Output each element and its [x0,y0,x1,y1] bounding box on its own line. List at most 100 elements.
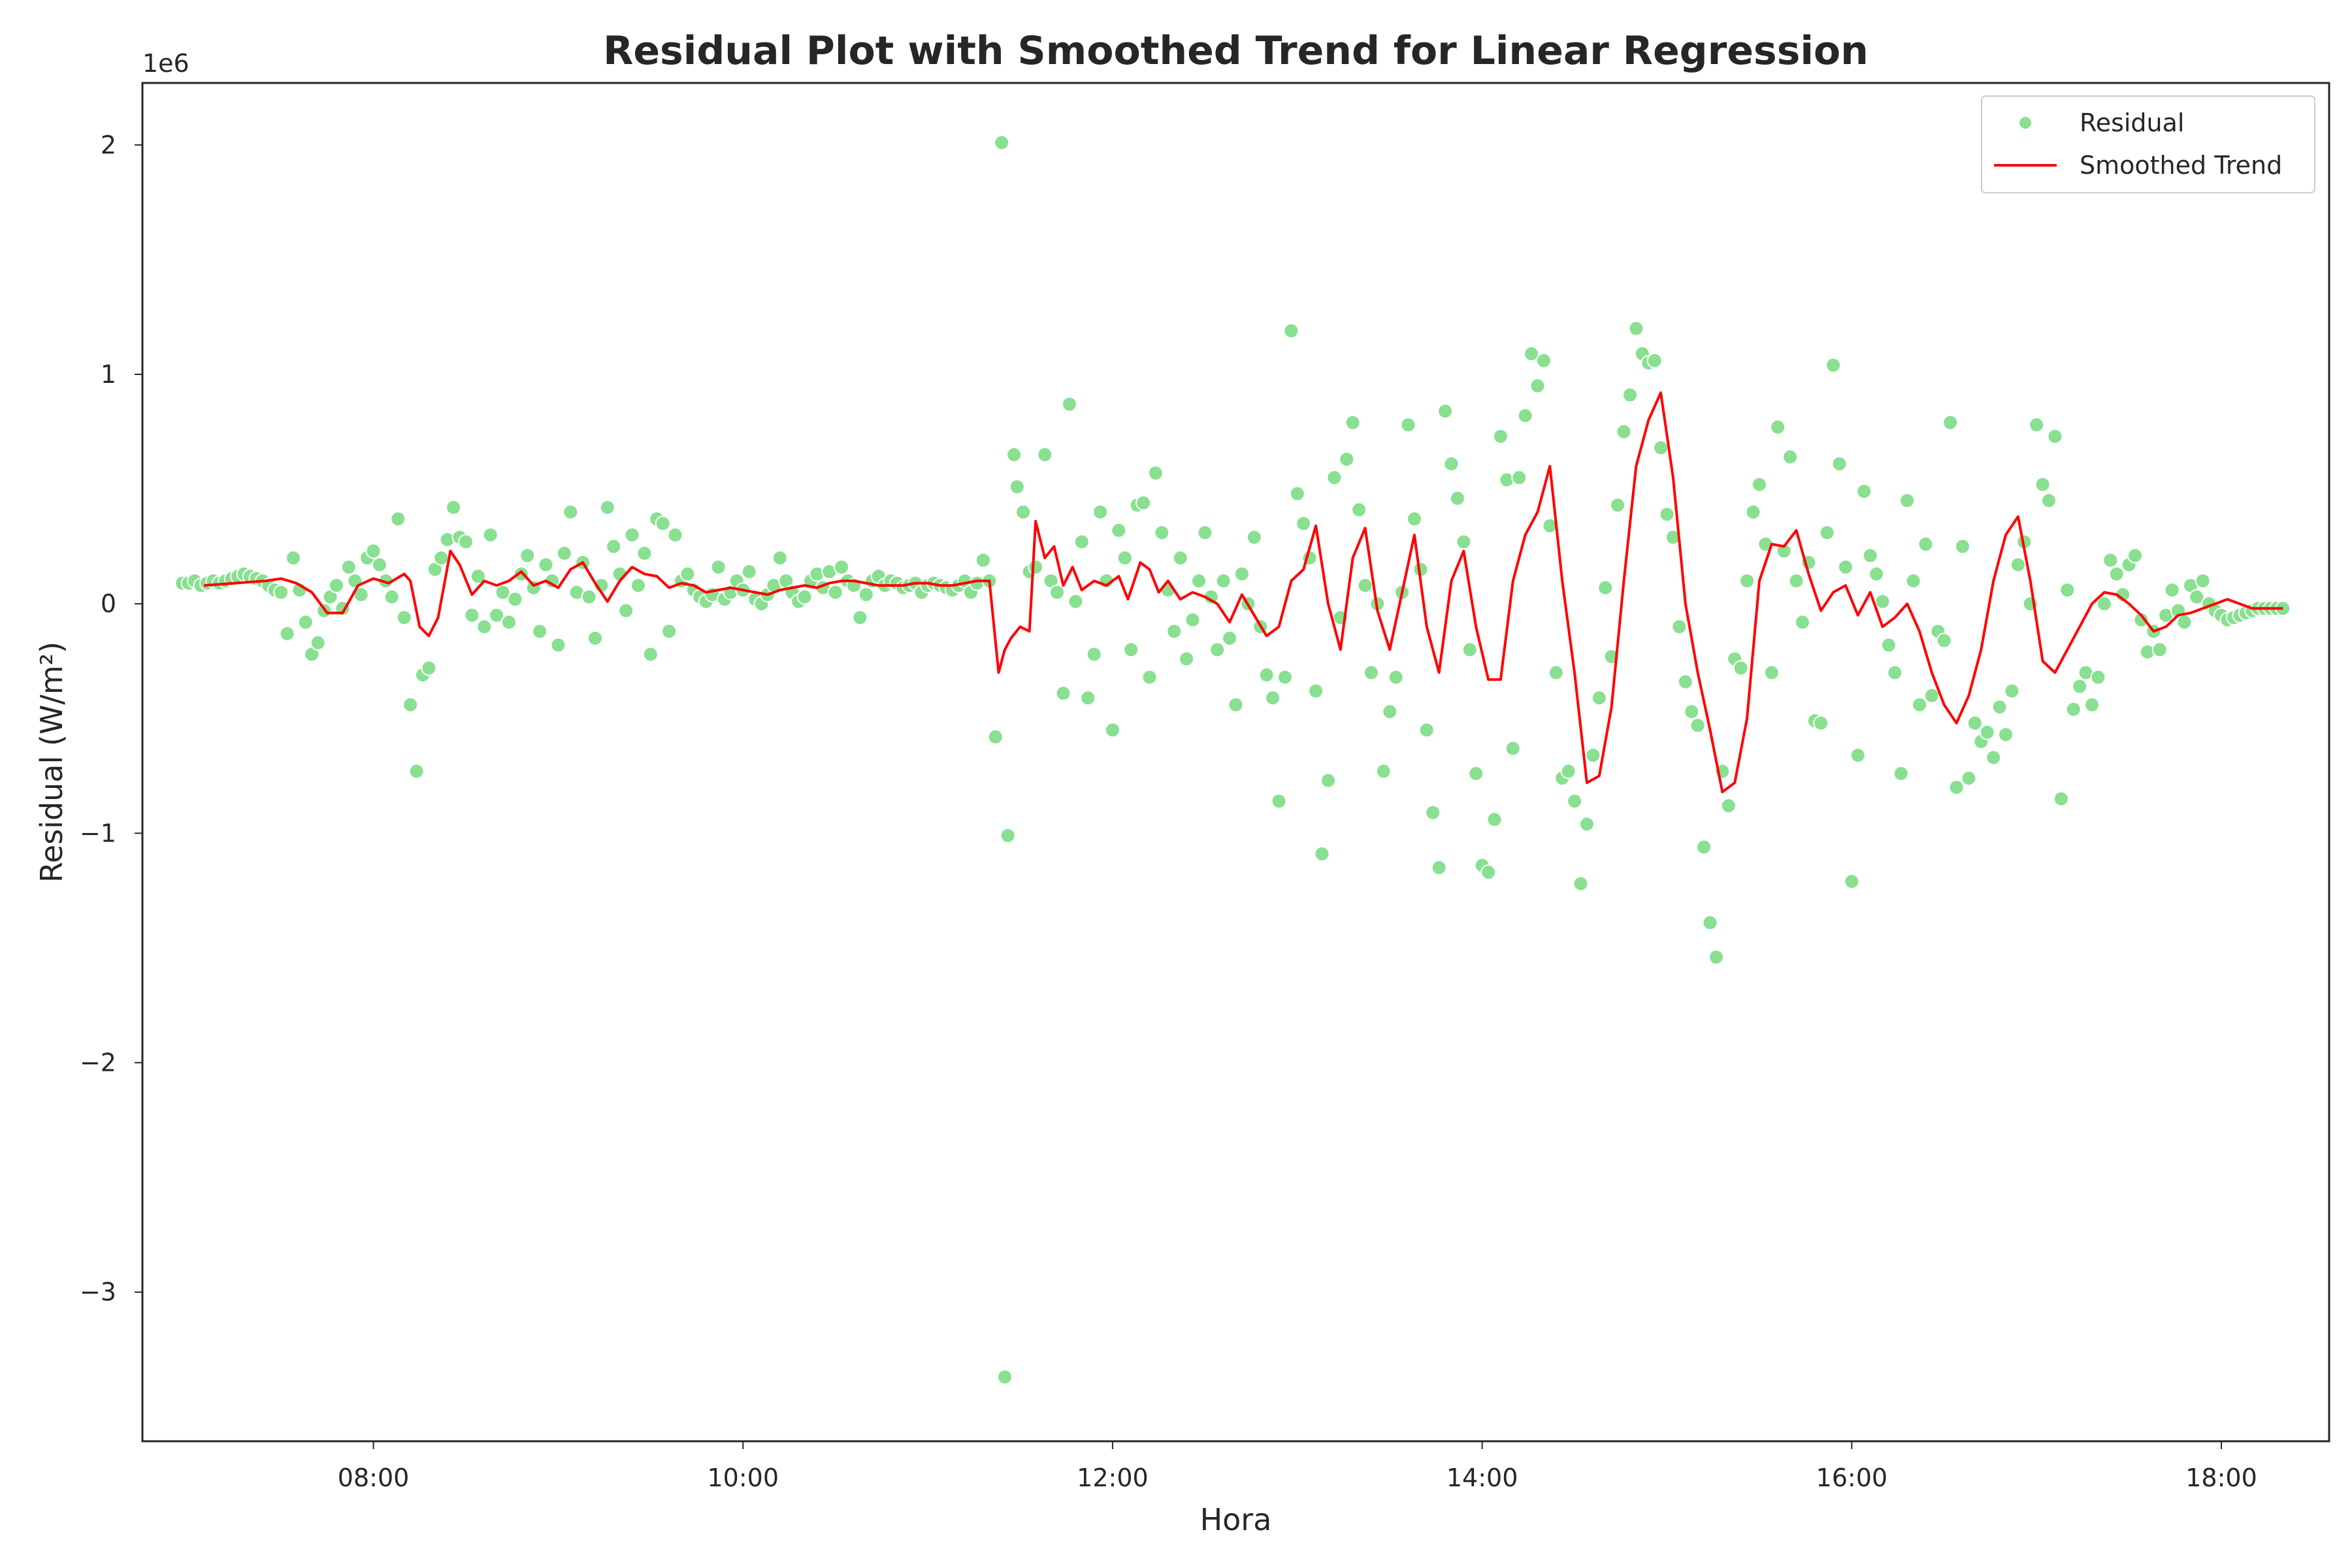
residual-point [310,634,326,651]
residual-point [1560,763,1576,779]
residual-point [630,578,646,594]
residual-point [328,578,344,594]
residual-point [1147,465,1164,482]
residual-point [1068,593,1084,610]
residual-point [464,607,480,623]
residual-point [396,610,412,626]
x-tick-label: 10:00 [707,1463,779,1492]
residual-point [1511,470,1527,486]
residual-point [1622,387,1638,403]
residual-point [1006,446,1022,463]
residual-point [1258,667,1275,683]
residual-point [1400,417,1416,433]
residual-point [1912,696,1928,713]
residual-point [1363,664,1379,681]
residual-point [1653,440,1669,456]
residual-point [1179,651,1195,667]
residual-point [1819,525,1835,541]
residual-point [1825,357,1842,373]
y-tick-label: −2 [80,1049,116,1077]
residual-point [2151,642,2168,658]
residual-point [489,607,505,623]
residual-point [1517,408,1533,424]
residual-point [996,1369,1013,1385]
residual-point [384,589,400,605]
residual-point [1141,669,1158,685]
residual-point [1345,414,1361,431]
residual-point [987,728,1004,745]
smoothed-trend-layer [204,391,2283,794]
residual-point [1037,446,1053,463]
residual-point [1000,827,1016,843]
residual-point [519,547,536,564]
residual-point [1449,490,1465,506]
residual-point [2004,683,2020,699]
residual-point [1677,674,1693,690]
residual-point [1567,793,1583,809]
residual-point [495,584,511,600]
residual-point [1456,534,1472,550]
residual-point [1184,612,1201,628]
residual-point [606,538,622,555]
residual-point [587,630,603,646]
residual-point [2053,791,2069,807]
residual-point [1117,549,1133,566]
residual-point [1049,584,1066,600]
residual-point [2096,596,2112,612]
residual-point [1320,772,1336,789]
residual-point [1616,423,1632,440]
residual-point [2133,612,2149,628]
residual-point [624,527,640,543]
residual-point [1690,717,1706,734]
residual-point [1665,529,1681,546]
residual-point [2102,552,2119,568]
residual-point [1696,839,1712,855]
residual-point [796,589,813,605]
residual-point [1998,727,2014,743]
residual-point [1166,623,1183,640]
residual-point [1936,632,1952,649]
residual-point [975,552,991,568]
residual-point [1942,414,1959,431]
residual-point [2047,428,2063,444]
residual-point [1357,578,1373,594]
residual-point [1055,685,1071,702]
residual-point [1782,449,1799,465]
residual-point [273,584,289,600]
residual-point [599,499,615,515]
residual-point [446,499,462,515]
residual-point [1209,642,1226,658]
residual-point [556,545,572,561]
residual-point [1197,525,1213,541]
residual-point [1190,573,1207,589]
residual-point [1763,664,1780,681]
residual-point [1591,690,1607,706]
residual-point [1905,573,1921,589]
residual-point [710,559,727,575]
residual-point [371,557,387,573]
residual-point [2072,678,2088,694]
legend-box [1981,95,2315,193]
residual-point [1991,699,2008,715]
residual-point [2090,669,2106,685]
residual-point [1646,352,1663,368]
residual-point [550,637,566,653]
residual-point [297,614,314,630]
x-tick-label: 08:00 [338,1463,410,1492]
residual-point [1437,403,1454,419]
y-axis-offset-label: 1e6 [142,49,189,78]
residual-point [1351,502,1367,518]
residual-point [1486,811,1503,828]
residual-point [1289,485,1305,502]
residual-point [1776,543,1792,559]
residual-point [1979,724,1995,740]
residual-point [827,584,843,600]
smoothed-trend-line [204,391,2283,794]
residual-point [1339,451,1355,467]
residual-point [1443,455,1460,472]
residual-point [421,660,437,676]
residual-point [1092,504,1109,520]
residual-point [1104,722,1120,738]
plot-frame [141,82,2330,1443]
legend: Residual Smoothed Trend [1981,95,2315,193]
